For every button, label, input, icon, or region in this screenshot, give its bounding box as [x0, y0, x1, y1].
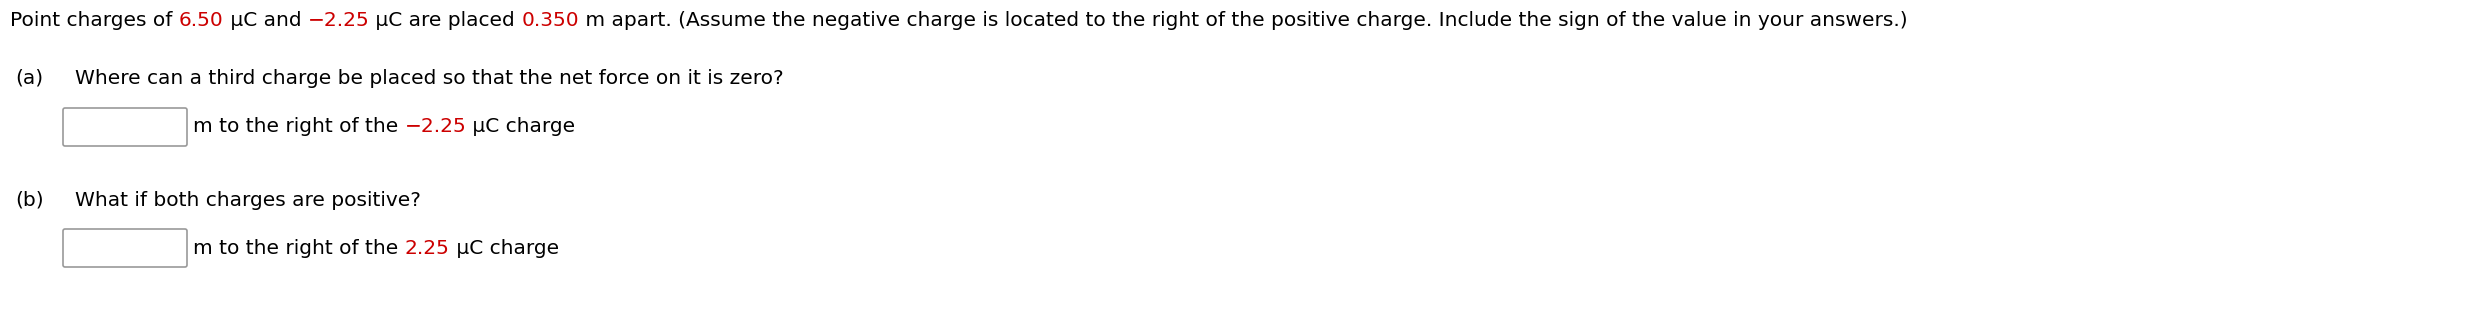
- Text: 2.25: 2.25: [406, 239, 450, 258]
- Text: μC charge: μC charge: [465, 118, 575, 137]
- FancyBboxPatch shape: [62, 229, 187, 267]
- Text: What if both charges are positive?: What if both charges are positive?: [75, 191, 420, 210]
- Text: (b): (b): [15, 191, 45, 210]
- Text: −2.25: −2.25: [406, 118, 465, 137]
- Text: μC charge: μC charge: [450, 239, 560, 258]
- Text: m apart. (Assume the negative charge is located to the right of the positive cha: m apart. (Assume the negative charge is …: [580, 10, 1908, 29]
- Text: μC and: μC and: [224, 10, 309, 29]
- Text: (a): (a): [15, 69, 42, 88]
- Text: 6.50: 6.50: [179, 10, 224, 29]
- Text: m to the right of the: m to the right of the: [194, 239, 406, 258]
- Text: Where can a third charge be placed so that the net force on it is zero?: Where can a third charge be placed so th…: [75, 69, 784, 88]
- Text: Point charges of: Point charges of: [10, 10, 179, 29]
- Text: −2.25: −2.25: [309, 10, 368, 29]
- Text: μC are placed: μC are placed: [368, 10, 522, 29]
- Text: 0.350: 0.350: [522, 10, 580, 29]
- FancyBboxPatch shape: [62, 108, 187, 146]
- Text: m to the right of the: m to the right of the: [194, 118, 406, 137]
